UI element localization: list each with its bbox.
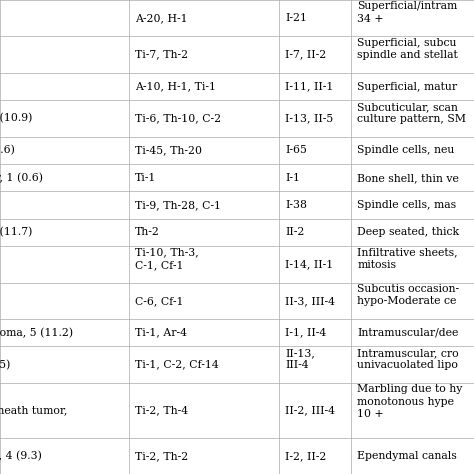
Text: A-10, H-1, Ti-1: A-10, H-1, Ti-1 — [135, 82, 216, 91]
Text: e sheath tumor,: e sheath tumor, — [0, 405, 68, 415]
Text: Ependymal canals: Ependymal canals — [357, 451, 457, 461]
Text: I-21: I-21 — [285, 13, 307, 23]
Text: II-13,
III-4: II-13, III-4 — [285, 348, 315, 370]
Text: , 2 (11.7): , 2 (11.7) — [0, 227, 33, 237]
Text: nor, 1 (0.6): nor, 1 (0.6) — [0, 173, 43, 183]
Text: Ti-1: Ti-1 — [135, 173, 156, 183]
Text: A-20, H-1: A-20, H-1 — [135, 13, 188, 23]
Text: Intramuscular/dee: Intramuscular/dee — [357, 328, 459, 337]
Text: I-11, II-1: I-11, II-1 — [285, 82, 333, 91]
Text: I-1, II-4: I-1, II-4 — [285, 328, 326, 337]
Text: Spindle cells, mas: Spindle cells, mas — [357, 200, 456, 210]
Text: I-1: I-1 — [285, 173, 300, 183]
Text: Ti-9, Th-28, C-1: Ti-9, Th-28, C-1 — [135, 200, 221, 210]
Text: Ti-10, Th-3,
C-1, Cf-1: Ti-10, Th-3, C-1, Cf-1 — [135, 247, 199, 270]
Text: Subcuticular, scan
culture pattern, SM: Subcuticular, scan culture pattern, SM — [357, 102, 466, 124]
Text: II-3, III-4: II-3, III-4 — [285, 296, 335, 306]
Text: 39.5): 39.5) — [0, 359, 11, 370]
Text: I-38: I-38 — [285, 200, 307, 210]
Text: I-13, II-5: I-13, II-5 — [285, 113, 333, 124]
Text: 18 (10.9): 18 (10.9) — [0, 113, 33, 124]
Text: II-2: II-2 — [285, 228, 304, 237]
Text: C-6, Cf-1: C-6, Cf-1 — [135, 296, 183, 306]
Text: Ti-2, Th-4: Ti-2, Th-4 — [135, 405, 188, 415]
Text: Bone shell, thin ve: Bone shell, thin ve — [357, 173, 459, 183]
Text: Superficial/intram
34 +: Superficial/intram 34 + — [357, 1, 457, 24]
Text: Ti-1, Ar-4: Ti-1, Ar-4 — [135, 328, 187, 337]
Text: Ti-6, Th-10, C-2: Ti-6, Th-10, C-2 — [135, 113, 221, 124]
Text: arcoma, 5 (11.2): arcoma, 5 (11.2) — [0, 328, 73, 338]
Text: Marbling due to hy
monotonous hype
10 +: Marbling due to hy monotonous hype 10 + — [357, 384, 463, 419]
Text: Spindle cells, neu: Spindle cells, neu — [357, 146, 455, 155]
Text: Deep seated, thick: Deep seated, thick — [357, 228, 459, 237]
Text: Ti-1, C-2, Cf-14: Ti-1, C-2, Cf-14 — [135, 360, 219, 370]
Text: Ti-45, Th-20: Ti-45, Th-20 — [135, 146, 202, 155]
Text: Superficial, matur: Superficial, matur — [357, 82, 457, 91]
Text: Th-2: Th-2 — [135, 228, 160, 237]
Text: ma, 4 (9.3): ma, 4 (9.3) — [0, 451, 42, 461]
Text: Ti-7, Th-2: Ti-7, Th-2 — [135, 50, 188, 60]
Text: I-14, II-1: I-14, II-1 — [285, 259, 333, 269]
Text: Subcutis occasion-
hypo-Moderate ce: Subcutis occasion- hypo-Moderate ce — [357, 284, 459, 306]
Text: I-2, II-2: I-2, II-2 — [285, 451, 326, 461]
Text: Superficial, subcu
spindle and stellat: Superficial, subcu spindle and stellat — [357, 38, 458, 60]
Text: Intramuscular, cro
univacuolated lipo: Intramuscular, cro univacuolated lipo — [357, 348, 459, 370]
Text: Infiltrative sheets,
mitosis: Infiltrative sheets, mitosis — [357, 247, 458, 270]
Text: I-7, II-2: I-7, II-2 — [285, 50, 326, 60]
Text: II-2, III-4: II-2, III-4 — [285, 405, 335, 415]
Text: Ti-2, Th-2: Ti-2, Th-2 — [135, 451, 188, 461]
Text: I-65: I-65 — [285, 146, 307, 155]
Text: (39.6): (39.6) — [0, 145, 15, 155]
